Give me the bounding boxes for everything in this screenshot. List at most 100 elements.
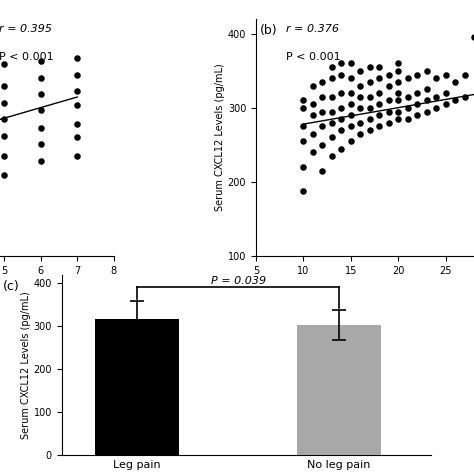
Point [394, 89, 402, 97]
Point [347, 123, 355, 130]
Point [375, 123, 383, 130]
Point [309, 100, 317, 108]
Text: r = 0.376: r = 0.376 [286, 24, 339, 34]
Text: P < 0.001: P < 0.001 [0, 52, 53, 62]
Point [366, 104, 374, 112]
Point [423, 67, 430, 74]
Point [375, 64, 383, 71]
Point [347, 74, 355, 82]
Point [0, 116, 8, 123]
Point [451, 78, 459, 86]
Point [73, 101, 81, 109]
Point [385, 71, 392, 78]
Point [337, 60, 345, 67]
Point [337, 71, 345, 78]
Point [375, 111, 383, 119]
Point [442, 71, 449, 78]
Point [300, 123, 307, 130]
Point [404, 93, 411, 100]
Point [347, 60, 355, 67]
Point [470, 34, 474, 41]
Point [423, 85, 430, 93]
Point [366, 93, 374, 100]
Point [432, 93, 440, 100]
Point [347, 89, 355, 97]
Point [375, 100, 383, 108]
Point [356, 93, 364, 100]
Point [73, 88, 81, 95]
Point [404, 104, 411, 112]
Point [37, 141, 45, 148]
Point [366, 115, 374, 123]
Point [337, 145, 345, 152]
Point [442, 100, 449, 108]
Point [73, 71, 81, 79]
Point [461, 93, 468, 100]
Point [328, 108, 336, 115]
Bar [297, 325, 381, 455]
Point [356, 82, 364, 90]
Text: P = 0.039: P = 0.039 [210, 276, 265, 286]
Point [300, 187, 307, 194]
Point [394, 115, 402, 123]
Point [375, 89, 383, 97]
Point [0, 152, 8, 159]
Point [300, 164, 307, 171]
Point [37, 106, 45, 113]
Point [461, 71, 468, 78]
Point [337, 104, 345, 112]
Point [73, 120, 81, 128]
Point [442, 89, 449, 97]
Point [385, 119, 392, 127]
Point [404, 115, 411, 123]
Point [73, 152, 81, 159]
Point [73, 134, 81, 141]
Point [394, 78, 402, 86]
Point [337, 126, 345, 134]
Point [356, 104, 364, 112]
Text: r = 0.395: r = 0.395 [0, 24, 52, 34]
Point [413, 100, 421, 108]
Point [319, 78, 326, 86]
Point [300, 97, 307, 104]
Point [451, 97, 459, 104]
Point [319, 167, 326, 174]
Text: (c): (c) [2, 280, 19, 293]
Point [309, 130, 317, 137]
Point [385, 108, 392, 115]
Point [394, 60, 402, 67]
Text: (b): (b) [260, 24, 278, 36]
Point [375, 74, 383, 82]
Point [394, 97, 402, 104]
Point [319, 93, 326, 100]
Point [423, 97, 430, 104]
Point [0, 99, 8, 106]
Point [73, 54, 81, 62]
Point [413, 111, 421, 119]
Point [319, 141, 326, 149]
Y-axis label: Serum CXCL12 Levels (pg/mL): Serum CXCL12 Levels (pg/mL) [215, 64, 225, 211]
Point [356, 119, 364, 127]
Point [423, 108, 430, 115]
Text: P < 0.001: P < 0.001 [286, 52, 341, 62]
Point [319, 108, 326, 115]
Point [0, 132, 8, 140]
Point [319, 123, 326, 130]
Y-axis label: Serum CXCL12 Levels (pg/mL): Serum CXCL12 Levels (pg/mL) [21, 291, 31, 439]
Point [404, 74, 411, 82]
Point [0, 60, 8, 67]
Point [347, 100, 355, 108]
Point [394, 67, 402, 74]
Point [366, 126, 374, 134]
Point [347, 111, 355, 119]
Point [385, 82, 392, 90]
Point [309, 111, 317, 119]
Point [0, 171, 8, 179]
Point [300, 104, 307, 112]
Point [328, 134, 336, 141]
Point [328, 74, 336, 82]
Point [356, 67, 364, 74]
Point [0, 82, 8, 90]
Point [337, 89, 345, 97]
Point [328, 64, 336, 71]
